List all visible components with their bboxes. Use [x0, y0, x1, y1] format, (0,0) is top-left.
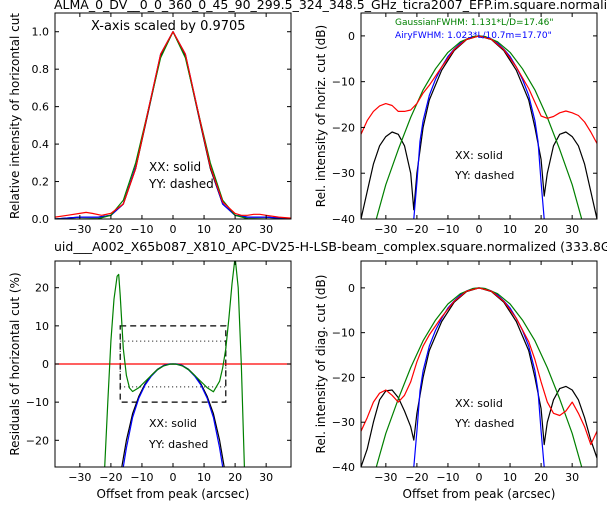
y-tick-label: 0: [348, 282, 355, 295]
y-tick-label: 10: [35, 320, 49, 333]
y-tick-label: −10: [26, 396, 49, 409]
series-line-red: [361, 35, 597, 144]
y-tick-label: 0.4: [32, 138, 50, 151]
x-tick-label: 20: [534, 471, 548, 484]
x-axis-label: Offset from peak (arcsec): [403, 487, 556, 501]
x-tick-label: −20: [99, 223, 122, 236]
annotation-text: YY: dashed: [148, 438, 208, 451]
series-line-green: [104, 261, 245, 467]
x-tick-label: 30: [565, 223, 579, 236]
annotation-text: XX: solid: [149, 160, 201, 174]
x-tick-label: −30: [374, 471, 397, 484]
x-tick-label: −20: [405, 223, 428, 236]
y-axis-label: Rel. intensity of horiz. cut (dB): [314, 25, 328, 207]
plot-area: [55, 31, 291, 219]
y-tick-label: 0.2: [32, 176, 50, 189]
x-tick-label: 10: [503, 223, 517, 236]
y-tick-label: −20: [332, 121, 355, 134]
chart-panel-top-left: −30 −20 −10 0 10 20 30 0.0 0.2 0.4 0.6 0.8 1.0 Relati…: [8, 12, 292, 236]
series-line-red: [361, 287, 597, 446]
figure-subtitle: uid___A002_X65b087_X810_APC-DV25-H-LSB-b…: [54, 239, 607, 254]
plot-area: [361, 287, 597, 467]
x-tick-label: 10: [197, 223, 211, 236]
x-tick-label: 30: [259, 471, 273, 484]
annotation-text: YY: dashed: [148, 177, 214, 191]
x-tick-label: 10: [197, 471, 211, 484]
y-tick-label: −40: [332, 213, 355, 226]
x-tick-label: −30: [374, 223, 397, 236]
x-tick-label: 20: [534, 223, 548, 236]
series-line-red: [55, 31, 291, 219]
x-tick-label: 30: [259, 223, 273, 236]
legend-entry: GaussianFWHM: 1.131*L/D=17.46": [395, 18, 553, 28]
y-tick-label: 20: [35, 282, 49, 295]
figure-title: ALMA_0_DV__0_0_360_0_45_90_299.5_324_348…: [54, 0, 607, 12]
y-tick-label: 0.6: [32, 101, 50, 114]
y-tick-label: 0.8: [32, 63, 50, 76]
x-axis-label: Offset from peak (arcsec): [97, 487, 250, 501]
x-tick-label: −10: [436, 223, 459, 236]
y-tick-label: 0.0: [32, 213, 50, 226]
x-tick-label: −10: [130, 223, 153, 236]
axes-frame: [360, 260, 598, 468]
series-line-blue: [122, 363, 224, 467]
x-tick-label: 20: [228, 223, 242, 236]
chart-panel-bottom-right: −30 −20 −10 0 10 20 30 0 −10 −20 −30 −40 Rel. intens…: [314, 260, 598, 501]
plot-area: [55, 261, 291, 467]
series-line-blue: [413, 35, 545, 219]
y-tick-label: −20: [26, 434, 49, 447]
y-axis-label: Rel. intensity of diag. cut (dB): [314, 275, 328, 454]
y-tick-label: −30: [332, 416, 355, 429]
x-tick-label: 20: [228, 471, 242, 484]
series-line-black: [361, 287, 597, 467]
legend-entry: AiryFWHM: 1.023*L/10.7m=17.70": [395, 31, 552, 41]
x-tick-label: −10: [436, 471, 459, 484]
y-tick-label: −10: [332, 327, 355, 340]
axes-frame: [360, 12, 598, 220]
y-axis-label: Relative intensity of horizontal cut: [8, 13, 22, 219]
series-line-black: [121, 363, 225, 467]
y-tick-label: −10: [332, 76, 355, 89]
y-tick-label: 1.0: [32, 26, 50, 39]
series-line-blue: [413, 287, 545, 467]
y-tick-label: 0: [348, 30, 355, 43]
x-tick-label: 0: [476, 223, 483, 236]
annotation-text: YY: dashed: [454, 169, 514, 182]
y-tick-label: −40: [332, 461, 355, 474]
x-tick-label: −30: [68, 471, 91, 484]
x-tick-label: 0: [170, 471, 177, 484]
annotation-text: YY: dashed: [454, 417, 514, 430]
y-tick-label: −30: [332, 167, 355, 180]
y-tick-label: −20: [332, 371, 355, 384]
chart-panel-bottom-left: −30 −20 −10 0 10 20 30 20 10 0 −10 −20 Residuals of …: [8, 260, 292, 501]
x-tick-label: −30: [68, 223, 91, 236]
x-tick-label: 10: [503, 471, 517, 484]
plot-area: [361, 35, 597, 219]
annotation-text: XX: solid: [149, 417, 197, 430]
x-tick-label: −10: [130, 471, 153, 484]
x-tick-label: 0: [170, 223, 177, 236]
x-tick-label: −20: [99, 471, 122, 484]
series-line-black: [361, 35, 597, 219]
annotation-text: X-axis scaled by 0.9705: [91, 19, 246, 34]
y-tick-label: 0: [42, 358, 49, 371]
annotation-text: XX: solid: [455, 397, 503, 410]
chart-panel-top-right: −30 −20 −10 0 10 20 30 0 −10 −20 −30 −40 Rel. intens…: [314, 12, 598, 236]
annotation-text: XX: solid: [455, 149, 503, 162]
y-axis-label: Residuals of horizontal cut (%): [8, 272, 22, 455]
x-tick-label: 0: [476, 471, 483, 484]
x-tick-label: 30: [565, 471, 579, 484]
x-tick-label: −20: [405, 471, 428, 484]
